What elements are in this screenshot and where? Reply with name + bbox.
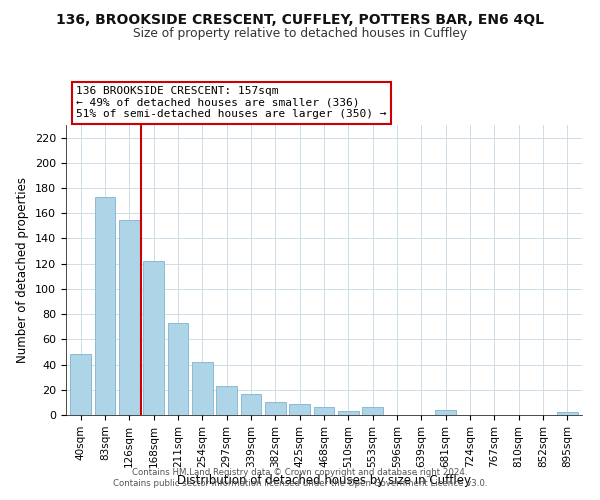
Bar (289, 404, 310, 415)
Bar (265, 402, 286, 415)
X-axis label: Distribution of detached houses by size in Cuffley: Distribution of detached houses by size … (177, 474, 471, 487)
Bar (167, 323, 188, 415)
Text: Contains HM Land Registry data © Crown copyright and database right 2024.
Contai: Contains HM Land Registry data © Crown c… (113, 468, 487, 487)
Text: 136 BROOKSIDE CRESCENT: 157sqm
← 49% of detached houses are smaller (336)
51% of: 136 BROOKSIDE CRESCENT: 157sqm ← 49% of … (76, 86, 387, 119)
Bar (557, 412, 578, 415)
Text: Size of property relative to detached houses in Cuffley: Size of property relative to detached ho… (133, 28, 467, 40)
Bar (192, 362, 212, 415)
Bar (241, 394, 262, 415)
Bar (314, 408, 334, 415)
Bar (338, 411, 359, 415)
Bar (143, 261, 164, 415)
Text: 136, BROOKSIDE CRESCENT, CUFFLEY, POTTERS BAR, EN6 4QL: 136, BROOKSIDE CRESCENT, CUFFLEY, POTTER… (56, 12, 544, 26)
Bar (119, 220, 140, 415)
Bar (436, 410, 456, 415)
Y-axis label: Number of detached properties: Number of detached properties (16, 177, 29, 363)
Bar (362, 408, 383, 415)
Bar (216, 386, 237, 415)
Bar (95, 197, 115, 415)
Bar (70, 354, 91, 415)
